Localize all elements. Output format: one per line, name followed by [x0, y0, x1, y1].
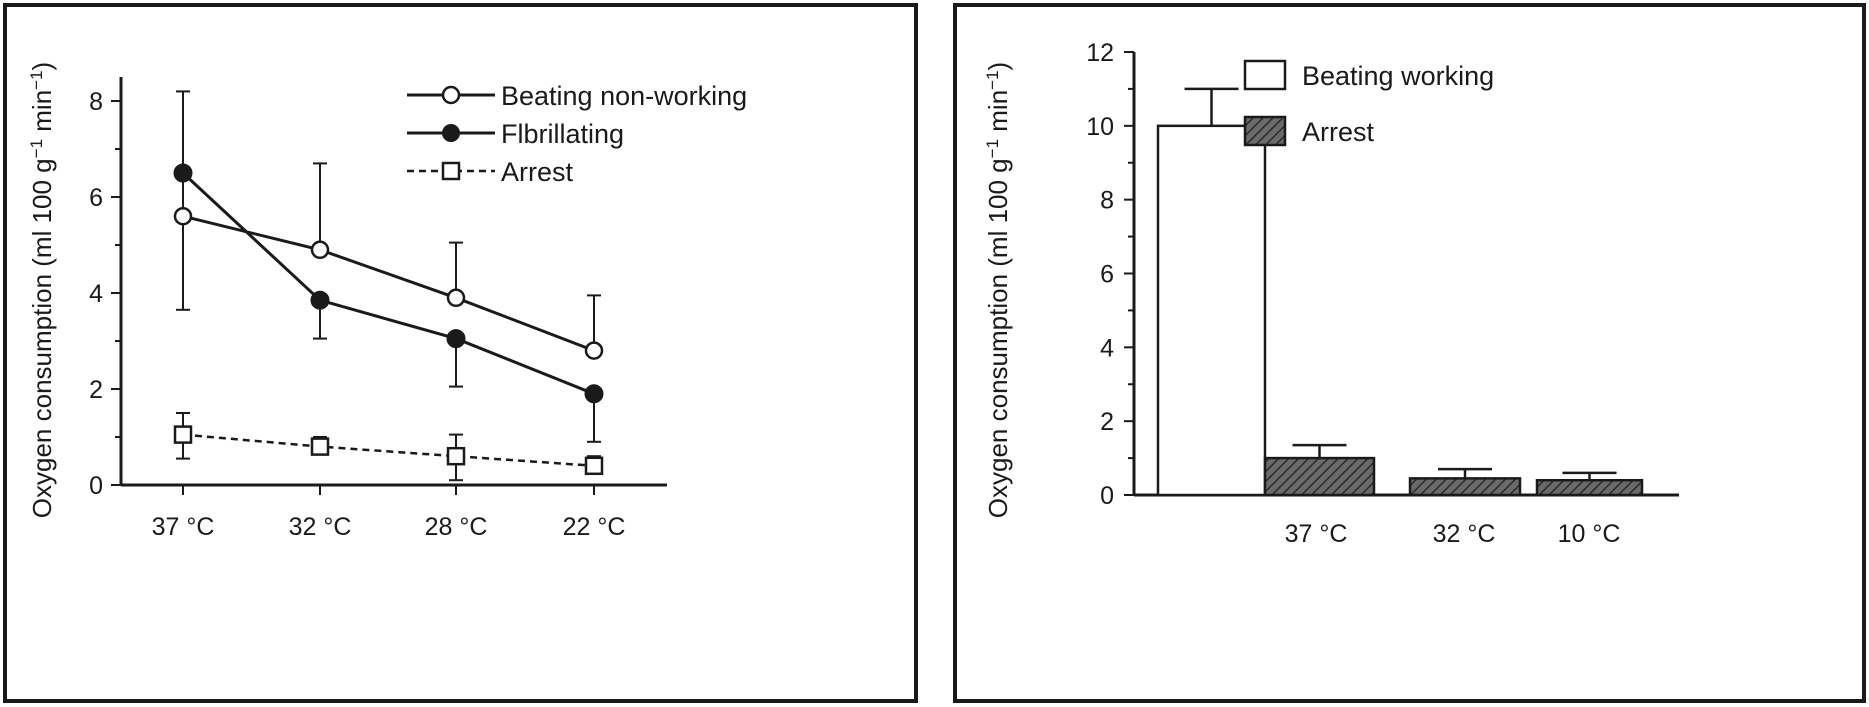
x-tick-label: 37 °C [1285, 520, 1348, 548]
y-axis-label-part: min [27, 90, 57, 139]
line-chart-panel: 0 2 4 6 8 37 °C 32 °C 28 °C 22 °C Oxygen consumpt… [3, 3, 918, 703]
y-tick-label: 4 [89, 280, 103, 308]
legend-label: Beating working [1302, 61, 1494, 91]
data-point [173, 163, 193, 183]
data-point [584, 384, 604, 404]
legend-label: Beating non-working [501, 81, 747, 111]
data-point [446, 288, 466, 308]
y-tick-label: 10 [1086, 113, 1114, 141]
data-point [310, 437, 330, 456]
series-line-0 [182, 214, 595, 353]
y-tick-label: 4 [1100, 334, 1114, 362]
y-axis-label-part: Oxygen consumption (ml 100 g [983, 158, 1013, 518]
legend-label: Arrest [501, 157, 574, 187]
y-axis-label-part: −1 [983, 139, 1002, 158]
y-tick-label: 0 [89, 472, 103, 500]
y-tick-label: 8 [89, 88, 103, 116]
bar-1 [1535, 478, 1644, 497]
y-axis-label-part: ) [27, 62, 57, 71]
data-point [173, 425, 193, 444]
y-axis-label-part: −1 [983, 70, 1002, 89]
y-tick-label: 12 [1086, 39, 1114, 67]
series-line-1 [181, 171, 595, 396]
legend-marker [442, 124, 460, 142]
bar-1 [1408, 477, 1522, 497]
legend-label: Arrest [1302, 117, 1375, 147]
x-tick-label: 32 °C [1433, 520, 1496, 548]
legend-swatch [1243, 59, 1287, 91]
y-tick-label: 2 [1100, 408, 1114, 436]
data-point [173, 206, 193, 226]
y-axis-label: Oxygen consumption (ml 100 g−1 min−1) [27, 62, 57, 518]
x-tick-label: 37 °C [152, 513, 215, 541]
bar-0 [1156, 124, 1267, 497]
x-tick-label: 22 °C [563, 513, 626, 541]
legend-label: Flbrillating [501, 119, 624, 149]
y-axis-label-part: −1 [27, 139, 46, 158]
legend-marker [441, 161, 461, 181]
y-tick-label: 6 [89, 184, 103, 212]
y-axis-label-part: −1 [27, 70, 46, 89]
y-axis-label-part: ) [983, 62, 1013, 71]
series-line-2 [182, 433, 595, 468]
data-point [446, 329, 466, 349]
x-tick-label: 10 °C [1558, 520, 1621, 548]
y-axis-label-part: min [983, 90, 1013, 139]
data-point [446, 446, 466, 466]
data-point [310, 290, 330, 310]
y-tick-label: 0 [1100, 482, 1114, 510]
bar-chart: 0 2 4 6 8 10 12 Oxygen consumption (ml 100 g−1 … [983, 39, 1679, 548]
y-tick-label: 8 [1100, 187, 1114, 215]
x-tick-label: 28 °C [425, 513, 488, 541]
x-tick-label: 32 °C [289, 513, 352, 541]
bar-1 [1263, 456, 1376, 497]
data-point [584, 341, 604, 360]
y-axis-label-part: Oxygen consumption (ml 100 g [27, 158, 57, 518]
data-point [310, 240, 330, 260]
y-axis-label: Oxygen consumption (ml 100 g−1 min−1) [983, 62, 1013, 518]
y-tick-label: 2 [89, 376, 103, 404]
y-tick-label: 6 [1100, 261, 1114, 289]
data-point [584, 456, 604, 476]
line-chart: 0 2 4 6 8 37 °C 32 °C 28 °C 22 °C Oxygen consumpt… [27, 62, 747, 541]
legend-swatch [1243, 115, 1287, 147]
legend-marker [441, 85, 461, 105]
bar-chart-panel: 0 2 4 6 8 10 12 Oxygen consumption (ml 100 g−1 … [953, 3, 1866, 703]
